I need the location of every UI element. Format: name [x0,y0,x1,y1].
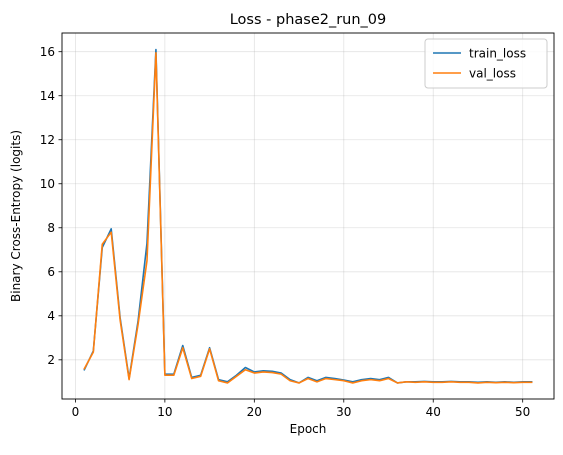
y-axis-label: Binary Cross-Entropy (logits) [9,130,23,302]
x-axis-ticks: 0 10 20 30 40 50 [72,399,530,419]
x-tick-label: 20 [247,405,262,419]
y-tick-label: 8 [47,221,55,235]
y-tick-label: 6 [47,265,55,279]
series-line-val-loss [83,52,533,384]
y-tick-label: 10 [40,177,55,191]
x-axis-label: Epoch [290,422,327,436]
legend: train_loss val_loss [424,38,548,89]
y-tick-label: 12 [40,133,55,147]
plot-frame [61,32,555,400]
y-tick-label: 2 [47,353,55,367]
x-tick-label: 40 [426,405,441,419]
x-tick-label: 30 [336,405,351,419]
x-tick-label: 50 [515,405,530,419]
chart-title: Loss - phase2_run_09 [230,12,387,28]
x-tick-label: 0 [72,405,80,419]
legend-label-train-loss: train_loss [469,46,526,60]
y-tick-label: 16 [40,45,55,59]
series-lines [83,48,533,384]
y-axis-ticks: 2 4 6 8 10 12 14 16 [40,45,62,367]
legend-label-val-loss: val_loss [469,66,516,80]
y-tick-label: 14 [40,89,55,103]
x-tick-label: 10 [157,405,172,419]
y-tick-label: 4 [47,309,55,323]
legend-box [424,38,548,89]
